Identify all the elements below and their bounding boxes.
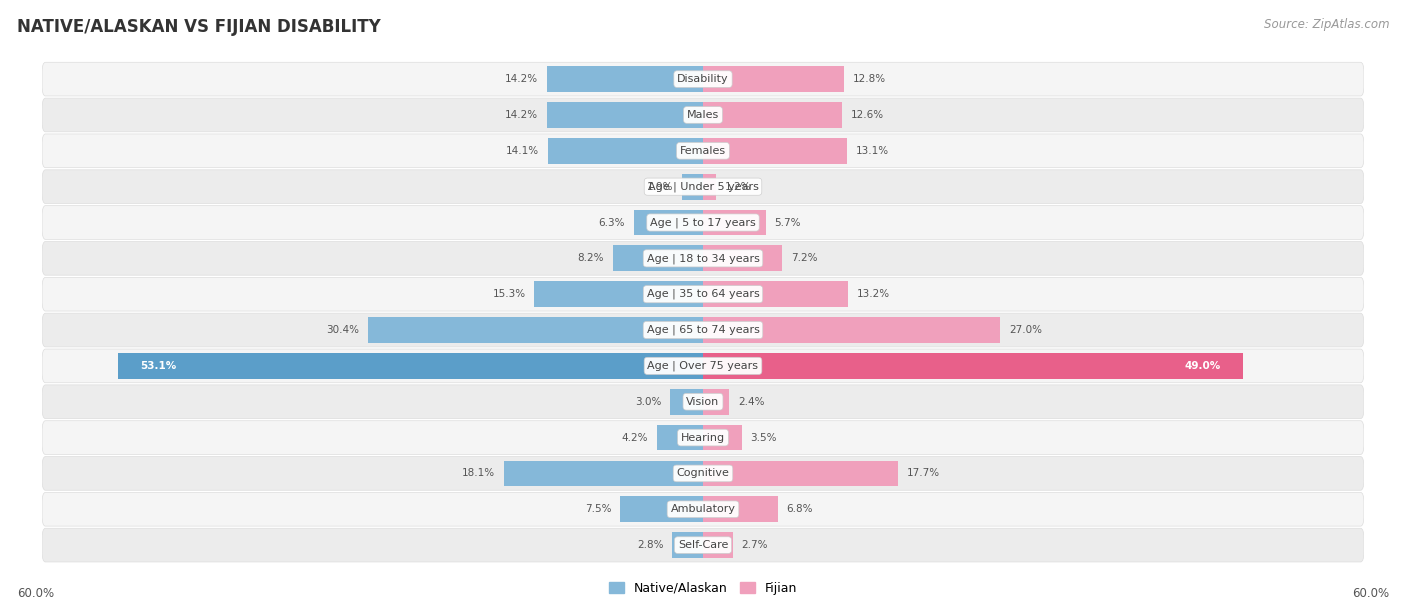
Bar (548, 138, 703, 164)
Bar (657, 425, 703, 450)
FancyBboxPatch shape (42, 134, 1364, 168)
FancyBboxPatch shape (42, 98, 1364, 132)
Text: 8.2%: 8.2% (578, 253, 605, 263)
Text: 27.0%: 27.0% (1010, 325, 1042, 335)
Text: Cognitive: Cognitive (676, 468, 730, 479)
FancyBboxPatch shape (42, 242, 1364, 275)
Text: 14.2%: 14.2% (505, 110, 537, 120)
Bar (672, 532, 703, 558)
Text: Age | 5 to 17 years: Age | 5 to 17 years (650, 217, 756, 228)
Bar (703, 532, 733, 558)
Bar (534, 282, 703, 307)
Text: 1.9%: 1.9% (647, 182, 673, 192)
Bar (703, 389, 730, 415)
Bar (620, 496, 703, 522)
Text: 13.1%: 13.1% (856, 146, 889, 156)
Legend: Native/Alaskan, Fijian: Native/Alaskan, Fijian (603, 577, 803, 600)
Text: 1.2%: 1.2% (725, 182, 752, 192)
Bar (503, 460, 703, 487)
Text: 12.8%: 12.8% (853, 74, 886, 84)
Text: 13.2%: 13.2% (858, 289, 890, 299)
Text: Age | 18 to 34 years: Age | 18 to 34 years (647, 253, 759, 264)
FancyBboxPatch shape (42, 62, 1364, 96)
Text: 14.2%: 14.2% (505, 74, 537, 84)
Text: 60.0%: 60.0% (17, 587, 53, 600)
Text: 17.7%: 17.7% (907, 468, 939, 479)
Text: 2.8%: 2.8% (637, 540, 664, 550)
Text: Males: Males (688, 110, 718, 120)
Text: 12.6%: 12.6% (851, 110, 884, 120)
FancyBboxPatch shape (42, 313, 1364, 347)
FancyBboxPatch shape (42, 385, 1364, 419)
Text: 2.4%: 2.4% (738, 397, 765, 407)
FancyBboxPatch shape (42, 493, 1364, 526)
FancyBboxPatch shape (42, 457, 1364, 490)
Bar (703, 66, 844, 92)
Text: 6.8%: 6.8% (787, 504, 813, 514)
Bar (703, 245, 782, 271)
Bar (703, 317, 1001, 343)
Text: 49.0%: 49.0% (1184, 361, 1220, 371)
Bar (703, 138, 848, 164)
Bar (703, 174, 716, 200)
Bar (703, 460, 898, 487)
Text: Disability: Disability (678, 74, 728, 84)
Text: Source: ZipAtlas.com: Source: ZipAtlas.com (1264, 18, 1389, 31)
Text: 6.3%: 6.3% (599, 217, 624, 228)
Text: 5.7%: 5.7% (775, 217, 801, 228)
Bar (547, 66, 703, 92)
Bar (703, 425, 741, 450)
Bar (682, 174, 703, 200)
Text: 2.7%: 2.7% (741, 540, 768, 550)
Text: 7.2%: 7.2% (792, 253, 818, 263)
Text: Hearing: Hearing (681, 433, 725, 442)
Text: 3.0%: 3.0% (634, 397, 661, 407)
Bar (613, 245, 703, 271)
Text: 14.1%: 14.1% (506, 146, 538, 156)
Text: NATIVE/ALASKAN VS FIJIAN DISABILITY: NATIVE/ALASKAN VS FIJIAN DISABILITY (17, 18, 381, 36)
FancyBboxPatch shape (42, 528, 1364, 562)
FancyBboxPatch shape (42, 349, 1364, 382)
FancyBboxPatch shape (42, 206, 1364, 239)
Text: Age | 35 to 64 years: Age | 35 to 64 years (647, 289, 759, 299)
Bar (703, 102, 842, 128)
Text: Age | Under 5 years: Age | Under 5 years (648, 181, 758, 192)
Text: Age | 65 to 74 years: Age | 65 to 74 years (647, 325, 759, 335)
Bar (634, 209, 703, 236)
Text: Vision: Vision (686, 397, 720, 407)
Bar (118, 353, 703, 379)
Bar (669, 389, 703, 415)
Text: 4.2%: 4.2% (621, 433, 648, 442)
Text: Females: Females (681, 146, 725, 156)
Bar (368, 317, 703, 343)
FancyBboxPatch shape (42, 420, 1364, 455)
FancyBboxPatch shape (42, 277, 1364, 311)
Text: Age | Over 75 years: Age | Over 75 years (648, 360, 758, 371)
Bar (547, 102, 703, 128)
Text: 60.0%: 60.0% (1353, 587, 1389, 600)
FancyBboxPatch shape (42, 170, 1364, 204)
Text: 18.1%: 18.1% (461, 468, 495, 479)
Text: 3.5%: 3.5% (751, 433, 778, 442)
Text: 30.4%: 30.4% (326, 325, 360, 335)
Bar (703, 496, 778, 522)
Text: 15.3%: 15.3% (492, 289, 526, 299)
Bar (703, 353, 1243, 379)
Text: Self-Care: Self-Care (678, 540, 728, 550)
Text: 53.1%: 53.1% (141, 361, 176, 371)
Text: Ambulatory: Ambulatory (671, 504, 735, 514)
Bar (703, 209, 766, 236)
Bar (703, 282, 848, 307)
Text: 7.5%: 7.5% (585, 504, 612, 514)
